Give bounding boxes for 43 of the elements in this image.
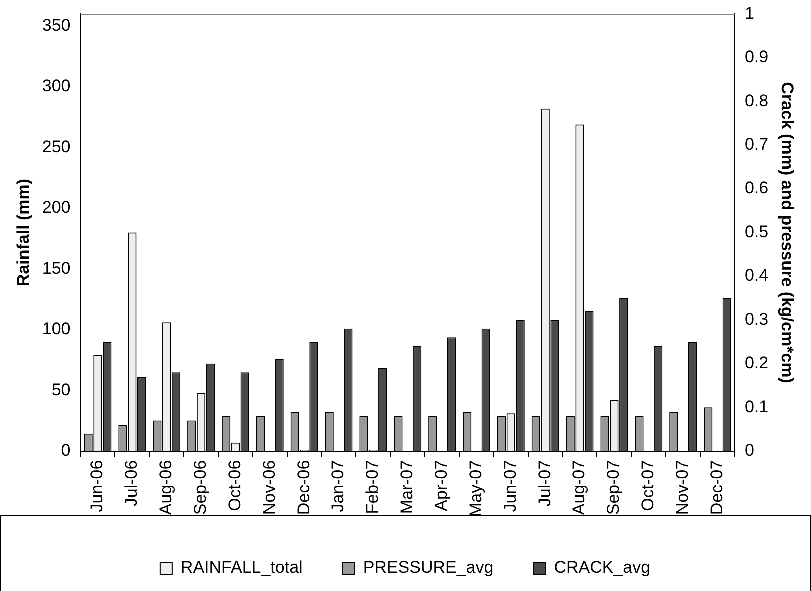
y2-tick-label: 1: [744, 4, 754, 23]
y2-tick-label: 0.5: [744, 222, 769, 242]
y-tick-label: 350: [42, 16, 71, 36]
x-tick-label: Sep-06: [190, 460, 210, 516]
x-tick-label: Jul-07: [535, 460, 554, 507]
x-tick-label: Jun-06: [88, 460, 107, 512]
x-tick-label: Aug-06: [156, 460, 176, 516]
x-tick-label: Oct-07: [638, 460, 658, 512]
x-tick-label: Oct-06: [225, 460, 244, 512]
x-tick-label: Nov-06: [260, 460, 279, 516]
y-tick-label: 200: [42, 198, 71, 218]
legend-label: CRACK_avg: [554, 558, 651, 578]
y2-tick-label: 0.4: [744, 266, 769, 286]
x-tick-label: Jun-07: [500, 460, 520, 512]
y-tick-label: 50: [52, 380, 71, 400]
x-tick-label: Jan-07: [328, 460, 348, 512]
y-tick-label: 150: [42, 258, 71, 278]
y2-tick-label: 0.2: [744, 354, 769, 373]
y-tick-label: 250: [42, 137, 71, 156]
x-tick-label: Jul-06: [122, 460, 142, 507]
x-tick-label: Feb-07: [363, 460, 382, 514]
y2-axis-title: Crack (mm) and pressure (kg/cm*cm): [778, 82, 798, 384]
x-tick-label: Dec-06: [294, 460, 314, 516]
y-tick-label: 300: [42, 76, 71, 96]
x-tick-label: Apr-07: [432, 460, 451, 512]
legend-label: PRESSURE_avg: [363, 558, 494, 578]
x-tick-label: Nov-07: [673, 460, 692, 516]
y2-tick-label: 0.3: [744, 310, 769, 329]
x-tick-label: Sep-07: [604, 460, 624, 516]
y2-tick-label: 0.1: [744, 397, 769, 416]
y-tick-label: 0: [61, 441, 71, 460]
x-tick-label: Aug-07: [570, 460, 589, 516]
y2-tick-label: 0.7: [744, 135, 769, 154]
x-tick-label: Dec-07: [707, 460, 726, 516]
y2-tick-label: 0.9: [744, 48, 769, 67]
legend-label: RAINFALL_total: [180, 558, 303, 578]
x-tick-label: May-07: [466, 460, 486, 517]
y2-tick-label: 0: [744, 441, 754, 460]
y-axis-title: Rainfall (mm): [14, 178, 33, 287]
y2-tick-label: 0.6: [744, 178, 769, 198]
y2-tick-label: 0.8: [744, 91, 769, 110]
y-tick-label: 100: [42, 320, 71, 339]
x-tick-label: Mar-07: [398, 460, 417, 514]
